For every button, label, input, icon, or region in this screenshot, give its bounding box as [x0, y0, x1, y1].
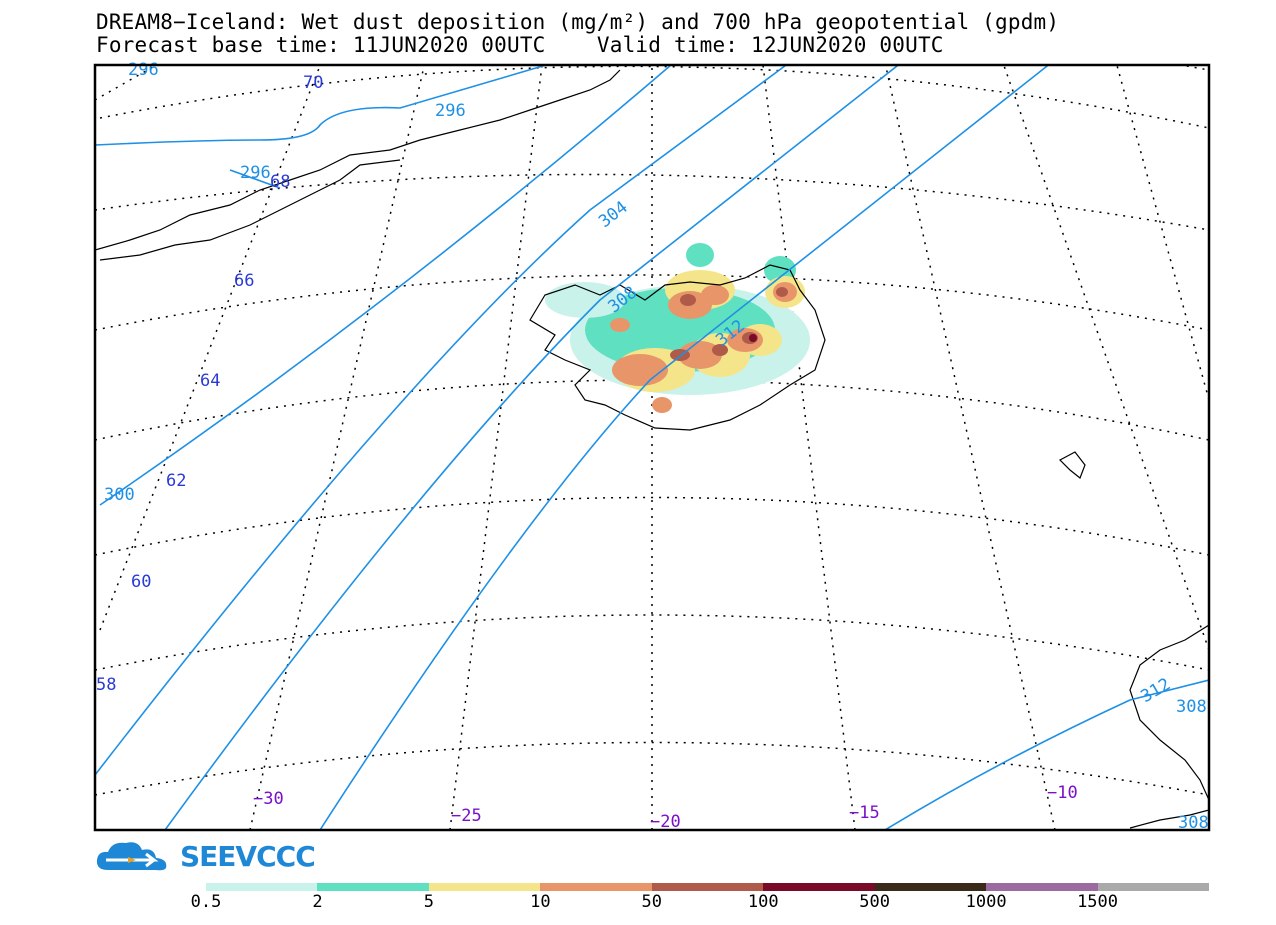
colorbar-label: 500: [859, 892, 891, 912]
contour-label-296b: 296: [435, 101, 466, 121]
map-frame: [93, 63, 1211, 832]
contour-label-312b: 312: [1138, 674, 1175, 707]
colorbar-segment: [540, 883, 652, 891]
latitude-labels: 70 68 66 64 62 60 58: [96, 73, 323, 695]
colorbar-label: 2: [312, 892, 323, 912]
lon-label-20: −20: [650, 812, 681, 832]
colorbar-segment: [428, 883, 541, 891]
lon-label-25: −25: [451, 806, 482, 826]
lat-label-58: 58: [96, 675, 116, 695]
colorbar-segment: [317, 883, 429, 891]
colorbar-segment: [206, 883, 318, 891]
contour-label-308c: 308: [1178, 813, 1209, 833]
colorbar-segment: [763, 883, 875, 891]
colorbar-label: 0.5: [190, 892, 222, 912]
colorbar-label: 10: [530, 892, 551, 912]
logo-text: SEEVCCC: [180, 839, 316, 873]
contour-label-300: 300: [104, 485, 135, 505]
contour-label-296a: 296: [128, 60, 159, 80]
map-title-line2: Forecast base time: 11JUN2020 00UTC Vali…: [96, 33, 944, 57]
longitude-gridlines: [95, 65, 1209, 830]
lat-label-68: 68: [270, 172, 290, 192]
dust-deposition-field: [545, 243, 810, 413]
colorbar-segment: [651, 883, 764, 891]
seevccc-logo: SEEVCCC: [94, 836, 316, 876]
longitude-labels: −30 −25 −20 −15 −10: [253, 783, 1078, 832]
lat-label-60: 60: [131, 572, 151, 592]
lat-label-62: 62: [166, 471, 186, 491]
map-title-line1: DREAM8−Iceland: Wet dust deposition (mg/…: [96, 10, 1060, 34]
coastlines: [95, 69, 1209, 829]
lat-label-66: 66: [234, 271, 254, 291]
colorbar-label: 100: [747, 892, 779, 912]
lat-label-64: 64: [200, 371, 220, 391]
contour-label-308b: 308: [1176, 697, 1207, 717]
colorbar: [206, 883, 1209, 891]
colorbar-label: 1500: [1077, 892, 1119, 912]
lat-label-70: 70: [303, 73, 323, 93]
colorbar-label: 5: [423, 892, 434, 912]
lon-label-10: −10: [1047, 783, 1078, 803]
cloud-logo-icon: [96, 842, 167, 871]
contour-label-296c: 296: [240, 163, 271, 183]
geopotential-contours: [95, 65, 1209, 830]
lon-label-30: −30: [253, 789, 284, 809]
colorbar-segment: [874, 883, 987, 891]
lon-label-15: −15: [849, 803, 880, 823]
colorbar-segment: [986, 883, 1098, 891]
colorbar-label: 1000: [965, 892, 1007, 912]
colorbar-segment: [1097, 883, 1209, 891]
colorbar-label: 50: [641, 892, 663, 912]
